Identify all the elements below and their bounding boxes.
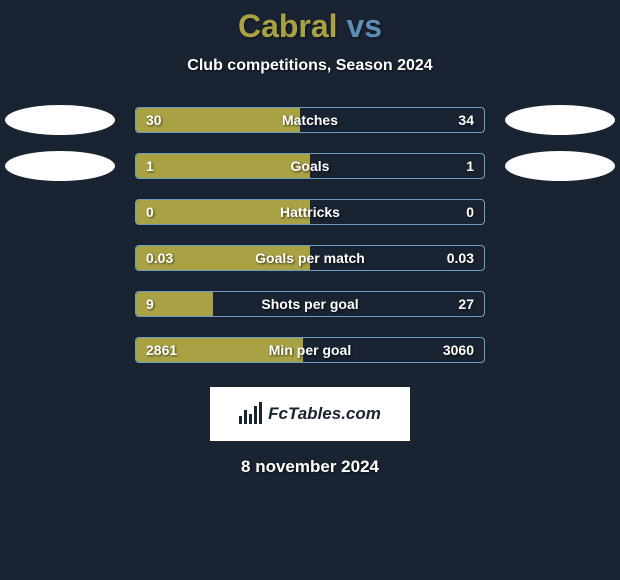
branding-badge: FcTables.com <box>210 387 410 441</box>
spacer <box>5 243 115 273</box>
player-a-oval <box>5 151 115 181</box>
stat-row: 1 Goals 1 <box>0 151 620 181</box>
stat-bar: 30 Matches 34 <box>135 107 485 133</box>
stat-value-right: 27 <box>458 296 474 312</box>
stat-label: Min per goal <box>269 342 351 358</box>
comparison-panel: Cabral vs Club competitions, Season 2024… <box>0 0 620 477</box>
stat-value-right: 0 <box>466 204 474 220</box>
stat-bar: 2861 Min per goal 3060 <box>135 337 485 363</box>
bar-chart-icon <box>239 404 262 424</box>
vs-label: vs <box>346 8 382 44</box>
stat-bar: 0.03 Goals per match 0.03 <box>135 245 485 271</box>
player-a-name: Cabral <box>238 8 338 44</box>
stat-value-right: 34 <box>458 112 474 128</box>
spacer <box>505 243 615 273</box>
stat-row: 0.03 Goals per match 0.03 <box>0 243 620 273</box>
stat-bar: 9 Shots per goal 27 <box>135 291 485 317</box>
stat-value-left: 0.03 <box>146 250 173 266</box>
spacer <box>5 335 115 365</box>
stat-value-right: 3060 <box>443 342 474 358</box>
stat-value-left: 30 <box>146 112 162 128</box>
brand-text: FcTables.com <box>268 404 381 424</box>
stat-row: 30 Matches 34 <box>0 105 620 135</box>
spacer <box>5 289 115 319</box>
stat-bar-fill <box>136 154 310 178</box>
stat-label: Hattricks <box>280 204 340 220</box>
stat-label: Shots per goal <box>261 296 358 312</box>
stat-label: Goals per match <box>255 250 365 266</box>
stat-value-left: 9 <box>146 296 154 312</box>
stat-label: Goals <box>291 158 330 174</box>
stat-value-left: 2861 <box>146 342 177 358</box>
spacer <box>505 289 615 319</box>
stat-row: 2861 Min per goal 3060 <box>0 335 620 365</box>
player-b-oval <box>505 105 615 135</box>
player-b-oval <box>505 151 615 181</box>
player-a-oval <box>5 105 115 135</box>
stat-bar: 0 Hattricks 0 <box>135 199 485 225</box>
spacer <box>5 197 115 227</box>
stat-value-left: 0 <box>146 204 154 220</box>
stat-value-right: 1 <box>466 158 474 174</box>
stats-rows: 30 Matches 34 1 Goals 1 0 Hattricks 0 0.03 Goals p… <box>0 105 620 365</box>
page-title: Cabral vs <box>0 8 620 45</box>
subtitle: Club competitions, Season 2024 <box>0 57 620 75</box>
stat-value-right: 0.03 <box>447 250 474 266</box>
spacer <box>505 335 615 365</box>
stat-label: Matches <box>282 112 338 128</box>
stat-bar: 1 Goals 1 <box>135 153 485 179</box>
stat-row: 9 Shots per goal 27 <box>0 289 620 319</box>
spacer <box>505 197 615 227</box>
date-label: 8 november 2024 <box>0 457 620 477</box>
stat-value-left: 1 <box>146 158 154 174</box>
stat-row: 0 Hattricks 0 <box>0 197 620 227</box>
